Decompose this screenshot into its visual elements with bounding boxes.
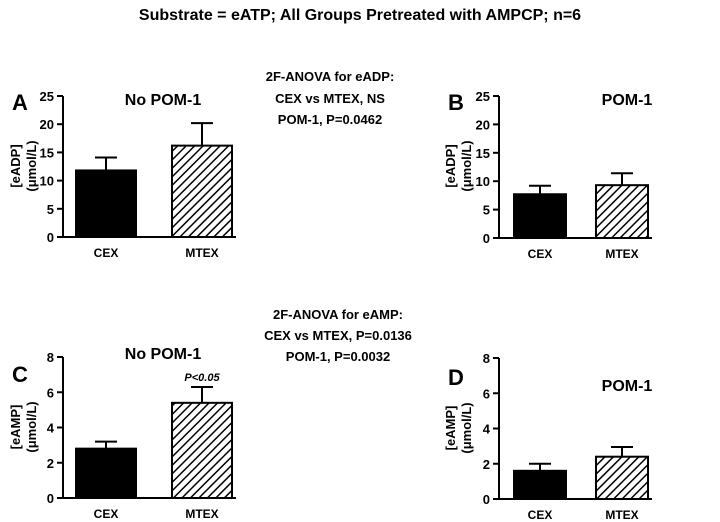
panel-a-y-tick-label: 25	[40, 89, 54, 104]
panel-a-title: No POM-1	[125, 92, 202, 109]
stats-eamp: 2F-ANOVA for eAMP: CEX vs MTEX, P=0.0136…	[264, 307, 412, 364]
panel-b-letter: B	[448, 90, 464, 115]
panel-d-y-tick-label: 8	[483, 351, 490, 366]
panel-c-bar-cex	[75, 447, 137, 499]
panel-c-y-label-line-1: [eAMP]	[8, 405, 23, 450]
stats-eadp-line-2: CEX vs MTEX, NS	[275, 91, 385, 106]
panel-c: C No POM-1 [eAMP](μmol/L) 0 2 4 6 8 CEX MTEX P<0.0…	[8, 346, 236, 521]
figure-title: Substrate = eATP; All Groups Pretreated …	[139, 7, 581, 24]
panel-d-y-label-line-1: [eAMP]	[443, 406, 458, 451]
stats-eadp: 2F-ANOVA for eADP: CEX vs MTEX, NS POM-1…	[266, 69, 395, 127]
panel-b-y-tick-label: 20	[476, 117, 490, 132]
panel-a: A No POM-1 [eADP](μmol/L) 0 5 10 15 20 25 CEX MTEX	[8, 89, 236, 260]
stats-eamp-line-3: POM-1, P=0.0032	[286, 349, 390, 364]
panel-b: B POM-1 [eADP](μmol/L) 0 5 10 15 20 25 CEX MTEX	[443, 89, 652, 261]
panel-d-y-tick-label: 2	[483, 457, 490, 472]
panel-a-letter: A	[12, 90, 28, 115]
panel-d: D POM-1 [eAMP](μmol/L) 0 2 4 6 8 CEX MTEX	[443, 351, 652, 522]
stats-eadp-line-1: 2F-ANOVA for eADP:	[266, 69, 395, 84]
panel-c-y-tick-label: 8	[47, 350, 54, 365]
panel-b-bar-cex	[513, 193, 567, 240]
panel-b-x-label-cex: CEX	[528, 247, 553, 261]
stats-eamp-line-1: 2F-ANOVA for eAMP:	[273, 307, 403, 322]
panel-d-y-label: [eAMP](μmol/L)	[443, 402, 474, 453]
panel-a-y-tick-label: 15	[40, 145, 54, 160]
panel-c-x-label-cex: CEX	[94, 507, 119, 521]
panel-c-y-tick-label: 6	[47, 385, 54, 400]
panel-d-x-label-mtex: MTEX	[605, 508, 638, 522]
panel-d-letter: D	[448, 365, 464, 390]
panel-a-y-label-line-1: [eADP]	[8, 144, 23, 187]
panel-c-y-label: [eAMP](μmol/L)	[8, 401, 39, 452]
panel-b-bar-mtex	[595, 184, 649, 239]
panel-d-bar-mtex	[595, 455, 649, 501]
panel-b-y-label-line-2: (μmol/L)	[459, 140, 474, 191]
stats-eamp-line-2: CEX vs MTEX, P=0.0136	[264, 328, 412, 343]
panel-d-x-label-cex: CEX	[528, 508, 553, 522]
panel-b-y-tick-label: 0	[483, 231, 490, 246]
panel-a-y-tick-label: 5	[47, 202, 54, 217]
panel-b-y-tick-label: 25	[476, 89, 490, 104]
panel-c-y-tick-label: 2	[47, 456, 54, 471]
panel-b-y-tick-label: 15	[476, 146, 490, 161]
panel-a-y-tick-label: 10	[40, 174, 54, 189]
panel-c-title: No POM-1	[125, 346, 202, 363]
panel-c-y-label-line-2: (μmol/L)	[24, 401, 39, 452]
panel-c-bar-mtex	[171, 401, 233, 500]
panel-c-x-label-mtex: MTEX	[185, 507, 218, 521]
panel-d-y-tick-label: 6	[483, 386, 490, 401]
panel-c-y-tick-label: 4	[47, 421, 55, 436]
panel-a-y-label-line-2: (μmol/L)	[24, 140, 39, 191]
panel-a-y-tick-label: 20	[40, 117, 54, 132]
panel-d-y-tick-label: 0	[483, 492, 490, 507]
panel-b-y-label-line-1: [eADP]	[443, 144, 458, 187]
panel-a-x-label-cex: CEX	[94, 246, 119, 260]
panel-c-letter: C	[12, 362, 28, 387]
panel-a-bar-mtex	[171, 144, 233, 238]
panel-d-y-tick-label: 4	[483, 422, 491, 437]
panel-a-y-label: [eADP](μmol/L)	[8, 140, 39, 191]
panel-b-x-label-mtex: MTEX	[605, 247, 638, 261]
panel-c-y-tick-label: 0	[47, 491, 54, 506]
panel-b-y-tick-label: 5	[483, 203, 490, 218]
panel-b-y-label: [eADP](μmol/L)	[443, 140, 474, 191]
panel-b-y-tick-label: 10	[476, 174, 490, 189]
panel-d-title: POM-1	[602, 378, 653, 395]
panel-a-x-label-mtex: MTEX	[185, 246, 218, 260]
stats-eadp-line-3: POM-1, P=0.0462	[278, 112, 382, 127]
panel-c-annotation-mtex: P<0.05	[184, 372, 220, 384]
panel-a-y-tick-label: 0	[47, 230, 54, 245]
panel-d-y-label-line-2: (μmol/L)	[459, 402, 474, 453]
panel-a-bar-cex	[75, 169, 137, 238]
panel-d-bar-cex	[513, 469, 567, 500]
panel-b-title: POM-1	[602, 92, 653, 109]
